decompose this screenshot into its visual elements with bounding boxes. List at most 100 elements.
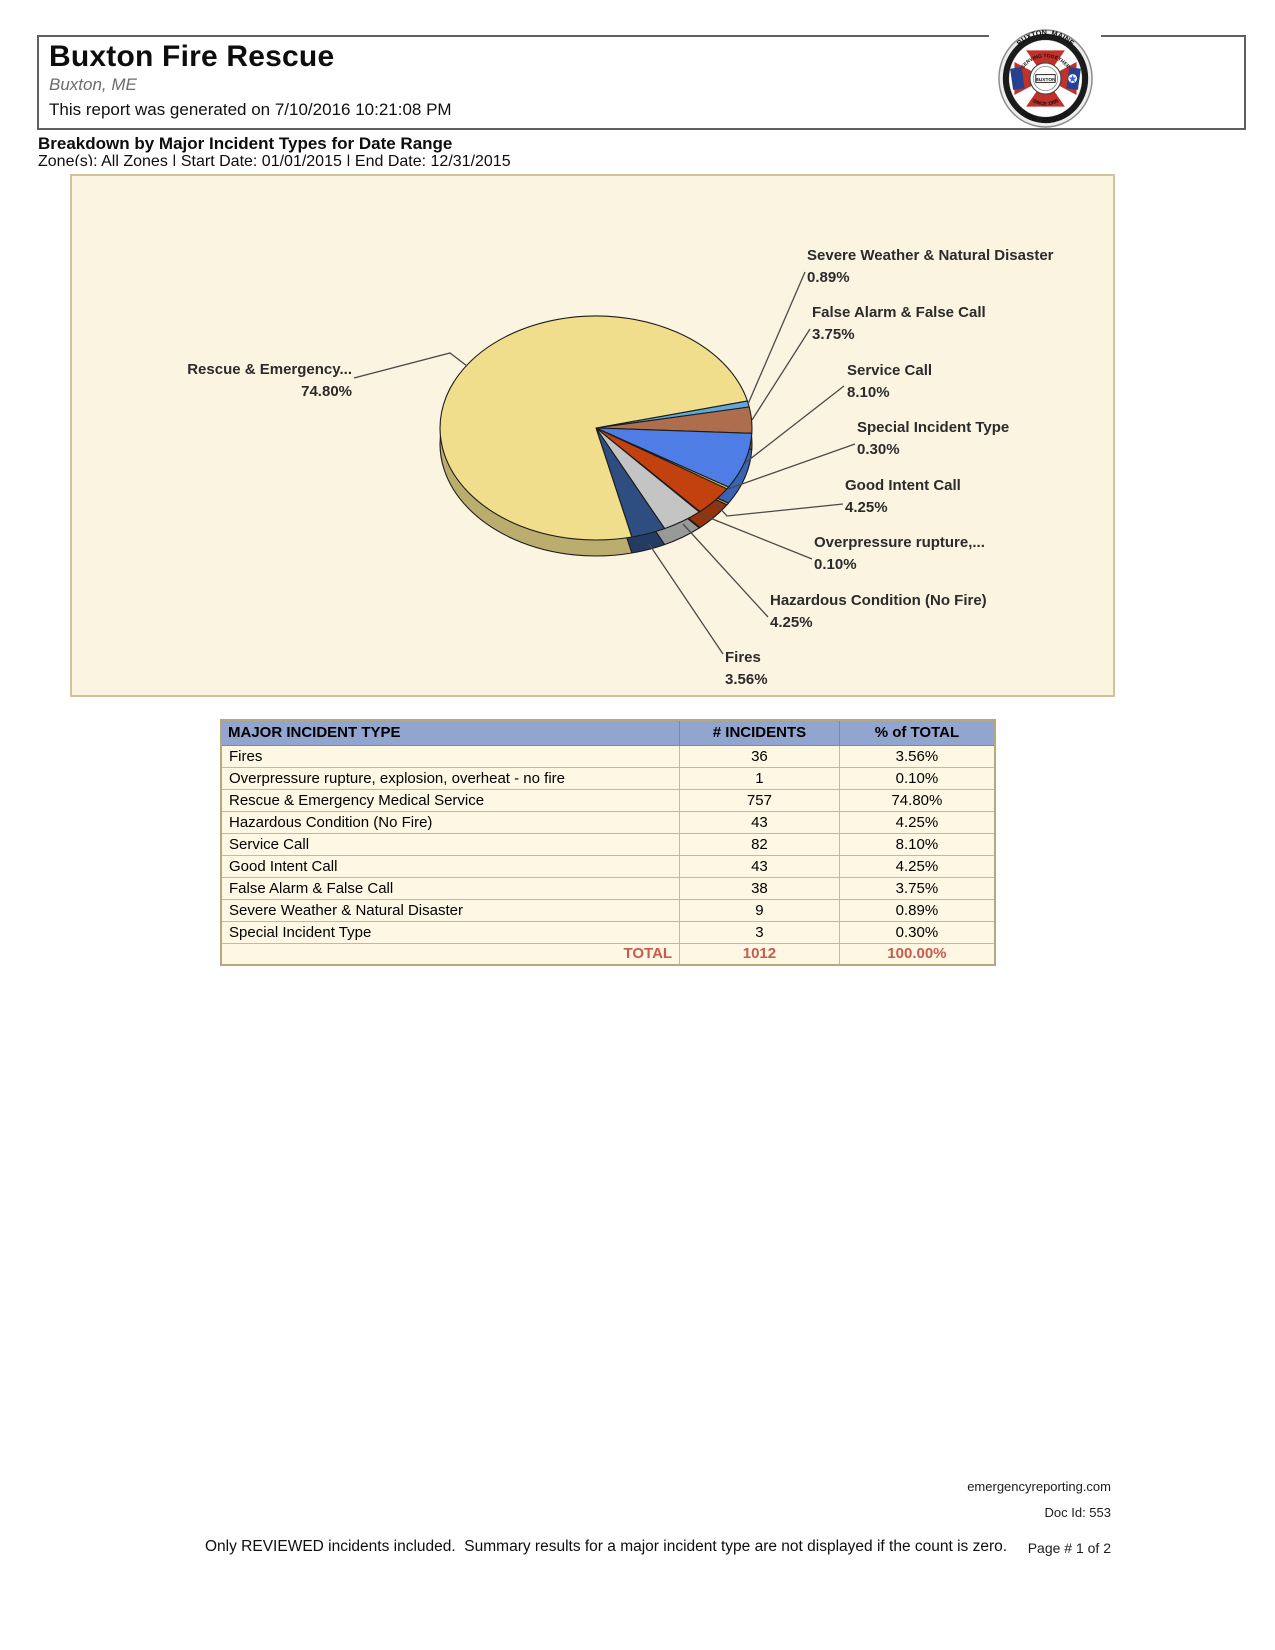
table-row: Special Incident Type 3 0.30% xyxy=(220,920,996,944)
table-cell: 3 xyxy=(679,920,840,944)
pie-callout-severe-weather: Severe Weather & Natural Disaster 0.89% xyxy=(807,247,1054,286)
footer-doc-id: Doc Id: 553 xyxy=(1044,1505,1112,1520)
slice-label: Overpressure rupture,... xyxy=(814,534,985,551)
table-row: Severe Weather & Natural Disaster 9 0.89% xyxy=(220,898,996,922)
footer-page-number: Page # 1 of 2 xyxy=(1027,1540,1111,1556)
generated-timestamp: This report was generated on 7/10/2016 1… xyxy=(49,100,452,119)
table-cell: 0.10% xyxy=(838,766,996,790)
pie-callout-hazardous-condition: Hazardous Condition (No Fire) 4.25% xyxy=(770,592,987,631)
pie-callout-fires: Fires 3.56% xyxy=(725,649,768,688)
table-cell: False Alarm & False Call xyxy=(220,876,681,900)
slice-percent: 3.56% xyxy=(725,671,768,688)
slice-percent: 3.75% xyxy=(812,326,855,343)
department-logo: BUXTON BUXTON, MAINE SERVING TOGETHER SI… xyxy=(989,29,1101,128)
table-cell: 3.75% xyxy=(838,876,996,900)
total-incidents: 1012 xyxy=(679,942,840,966)
table-row: Rescue & Emergency Medical Service 757 74.… xyxy=(220,788,996,812)
table-row: Service Call 82 8.10% xyxy=(220,832,996,856)
slice-percent: 4.25% xyxy=(770,614,813,631)
leader-line xyxy=(751,328,811,421)
badge-since-text: SINCE 1995 xyxy=(1031,98,1060,107)
table-row: Overpressure rupture, explosion, overhea… xyxy=(220,766,996,790)
pie-callout-rescue-emergency: Rescue & Emergency... 74.80% xyxy=(187,361,352,400)
table-cell: Good Intent Call xyxy=(220,854,681,878)
pie-slice xyxy=(439,315,748,541)
table-cell: 38 xyxy=(679,876,840,900)
table-cell: Special Incident Type xyxy=(220,920,681,944)
pie-callout-false-alarm: False Alarm & False Call 3.75% xyxy=(812,304,986,343)
svg-text:SINCE 1995: SINCE 1995 xyxy=(1031,98,1060,107)
slice-percent: 74.80% xyxy=(301,383,352,400)
leader-line xyxy=(699,513,813,560)
table-cell: 82 xyxy=(679,832,840,856)
total-label: TOTAL xyxy=(220,942,681,966)
pie-callout-service-call: Service Call 8.10% xyxy=(847,362,932,401)
department-location: Buxton, ME xyxy=(49,75,137,94)
slice-percent: 4.25% xyxy=(845,499,888,516)
slice-label: Severe Weather & Natural Disaster xyxy=(807,247,1054,264)
slice-label: Rescue & Emergency... xyxy=(187,361,352,378)
slice-percent: 0.30% xyxy=(857,441,900,458)
pie-callout-special-incident: Special Incident Type 0.30% xyxy=(857,419,1009,458)
table-cell: 74.80% xyxy=(838,788,996,812)
table-footer: TOTAL 1012 100.00% xyxy=(220,942,996,966)
leader-line xyxy=(648,543,724,655)
pie-callout-good-intent: Good Intent Call 4.25% xyxy=(845,477,961,516)
leader-line xyxy=(682,523,769,618)
table-cell: 0.89% xyxy=(838,898,996,922)
table-cell: Service Call xyxy=(220,832,681,856)
table-cell: 8.10% xyxy=(838,832,996,856)
fire-rescue-badge-icon: BUXTON BUXTON, MAINE SERVING TOGETHER SI… xyxy=(997,29,1093,128)
slice-label: False Alarm & False Call xyxy=(812,304,986,321)
footer-disclaimer: Only REVIEWED incidents included. Summar… xyxy=(205,1538,1008,1555)
page-title: Buxton Fire Rescue xyxy=(49,40,335,73)
table-cell: 3.56% xyxy=(838,744,996,768)
slice-label: Fires xyxy=(725,649,761,666)
table-cell: Fires xyxy=(220,744,681,768)
slice-label: Hazardous Condition (No Fire) xyxy=(770,592,987,609)
leader-line xyxy=(714,502,844,517)
pie-slices-group xyxy=(439,315,753,557)
column-header-pct-total: % of TOTAL xyxy=(838,719,996,746)
table-cell: Rescue & Emergency Medical Service xyxy=(220,788,681,812)
incident-pie-chart: Severe Weather & Natural Disaster 0.89% … xyxy=(187,247,1054,688)
incident-summary-table: MAJOR INCIDENT TYPE # INCIDENTS % of TOT… xyxy=(220,719,996,966)
pie-callout-overpressure: Overpressure rupture,... 0.10% xyxy=(814,534,985,573)
slice-label: Good Intent Call xyxy=(845,477,961,494)
table-cell: 43 xyxy=(679,810,840,834)
table-cell: 4.25% xyxy=(838,854,996,878)
table-cell: 757 xyxy=(679,788,840,812)
leader-line xyxy=(727,443,856,490)
table-cell: 9 xyxy=(679,898,840,922)
table-cell: Overpressure rupture, explosion, overhea… xyxy=(220,766,681,790)
section-title: Breakdown by Major Incident Types for Da… xyxy=(38,134,453,153)
zone-date-range: Zone(s): All Zones | Start Date: 01/01/2… xyxy=(38,153,511,166)
total-row: TOTAL 1012 100.00% xyxy=(220,942,996,966)
table-cell: 4.25% xyxy=(838,810,996,834)
slice-percent: 0.89% xyxy=(807,269,850,286)
total-percent: 100.00% xyxy=(838,942,996,966)
table-cell: 0.30% xyxy=(838,920,996,944)
leader-line xyxy=(353,352,468,379)
slice-label: Service Call xyxy=(847,362,932,379)
leader-line xyxy=(744,385,845,464)
pie-chart-panel: Severe Weather & Natural Disaster 0.89% … xyxy=(70,174,1115,697)
table-row: Hazardous Condition (No Fire) 43 4.25% xyxy=(220,810,996,834)
table-header-row: MAJOR INCIDENT TYPE # INCIDENTS % of TOT… xyxy=(220,719,996,746)
leader-line xyxy=(747,271,806,405)
slice-percent: 0.10% xyxy=(814,556,857,573)
incident-table-body: Fires 36 3.56% Overpressure rupture, explos… xyxy=(220,744,996,944)
slice-percent: 8.10% xyxy=(847,384,890,401)
badge-center-text: BUXTON xyxy=(1035,77,1056,83)
footer-site-link[interactable]: emergencyreporting.com xyxy=(967,1479,1111,1494)
table-cell: 43 xyxy=(679,854,840,878)
table-row: False Alarm & False Call 38 3.75% xyxy=(220,876,996,900)
report-header: Buxton Fire Rescue Buxton, ME This repor… xyxy=(37,29,1246,130)
column-header-incident-type: MAJOR INCIDENT TYPE xyxy=(220,719,681,746)
table-cell: Hazardous Condition (No Fire) xyxy=(220,810,681,834)
table-header: MAJOR INCIDENT TYPE # INCIDENTS % of TOT… xyxy=(220,719,996,746)
table-cell: 1 xyxy=(679,766,840,790)
table-cell: 36 xyxy=(679,744,840,768)
table-row: Fires 36 3.56% xyxy=(220,744,996,768)
column-header-incidents: # INCIDENTS xyxy=(679,719,840,746)
